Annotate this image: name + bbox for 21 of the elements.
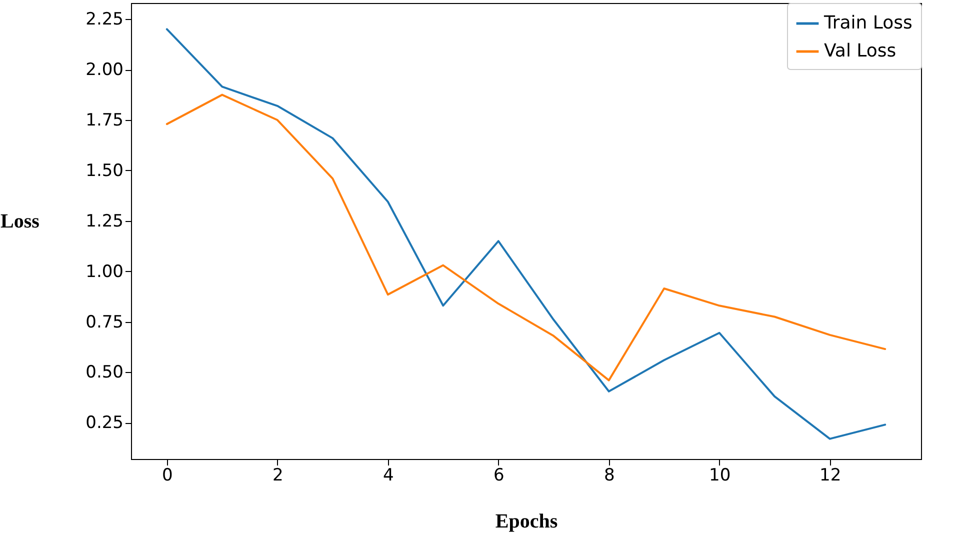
y-tick-label: 1.00 [86, 262, 124, 282]
x-tick-label: 2 [272, 466, 284, 486]
legend-label: Train Loss [823, 12, 912, 34]
x-tick-label: 6 [493, 466, 504, 486]
x-axis-title: Epochs [495, 510, 558, 532]
y-tick-label: 1.75 [86, 110, 124, 131]
y-tick-label: 1.25 [86, 211, 124, 232]
y-tick-label: 1.50 [86, 160, 124, 181]
line-series [166, 94, 886, 382]
legend-label: Val Loss [824, 40, 896, 62]
x-tick-label: 4 [382, 466, 394, 486]
y-tick-label: 0.25 [86, 413, 124, 434]
y-tick-label: 2.00 [86, 60, 124, 80]
x-tick-label: 0 [162, 466, 173, 486]
y-tick-label: 0.50 [86, 362, 124, 383]
y-tick-label: 0.75 [86, 312, 124, 332]
y-axis-title: Loss [0, 210, 40, 232]
x-tick-label: 10 [709, 466, 731, 486]
x-tick-label: 8 [604, 466, 615, 486]
x-tick-label: 12 [820, 466, 842, 486]
y-tick-label: 2.25 [86, 10, 124, 30]
